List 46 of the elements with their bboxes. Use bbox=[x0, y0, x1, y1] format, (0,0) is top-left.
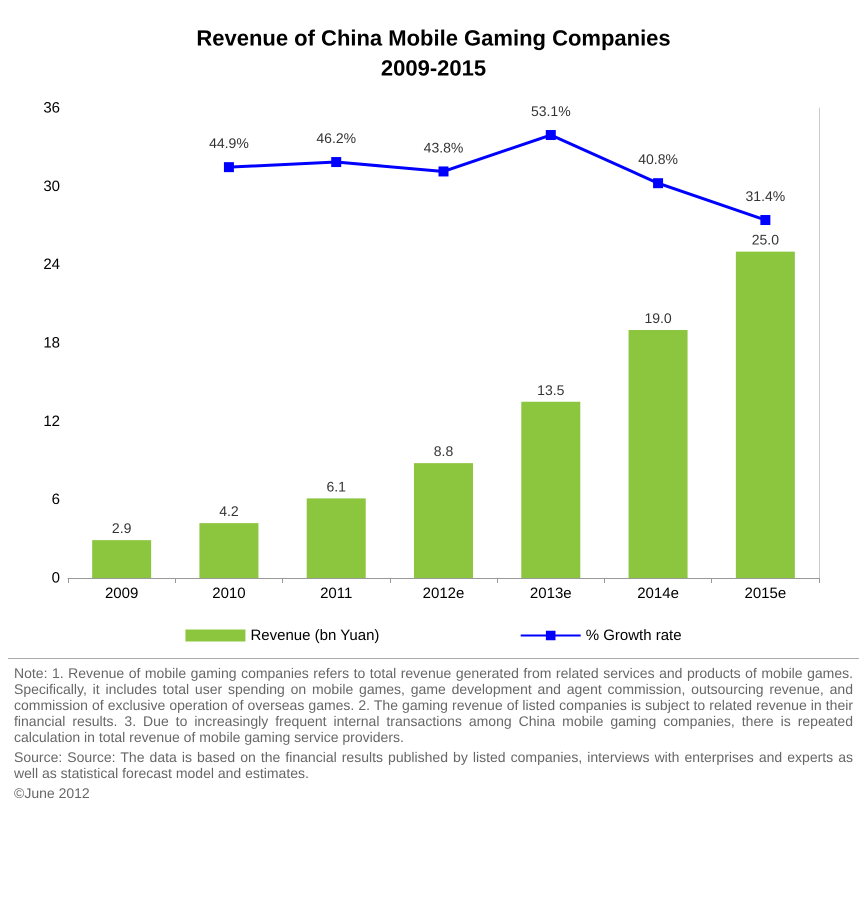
y-tick-label: 24 bbox=[43, 256, 60, 274]
bar bbox=[628, 330, 688, 578]
point bbox=[224, 162, 234, 172]
y-tick-label: 12 bbox=[43, 412, 60, 430]
x-tick-label: 2012e bbox=[422, 585, 464, 602]
bar bbox=[306, 498, 366, 578]
legend-label: Revenue (bn Yuan) bbox=[250, 627, 380, 644]
point bbox=[653, 178, 664, 188]
point bbox=[331, 157, 342, 168]
data-label: 4.2 bbox=[219, 503, 239, 520]
x-tick-label: 2011 bbox=[320, 585, 352, 602]
data-label: 6.1 bbox=[326, 478, 346, 494]
text: ©June 2012 bbox=[14, 785, 91, 801]
y-tick-label: 6 bbox=[52, 491, 60, 508]
data-label: 8.8 bbox=[434, 443, 454, 460]
bar bbox=[736, 252, 795, 578]
y-tick-label: 30 bbox=[43, 178, 60, 195]
data-label: 53.1% bbox=[530, 103, 571, 120]
x-tick-label: 2013e bbox=[530, 585, 572, 602]
point bbox=[546, 130, 556, 140]
data-label: 25.0 bbox=[752, 232, 780, 248]
data-label: 31.4% bbox=[746, 188, 786, 204]
point bbox=[438, 166, 448, 176]
data-label: 46.2% bbox=[316, 130, 356, 146]
bar bbox=[92, 540, 152, 578]
y-tick-label: 18 bbox=[43, 334, 60, 352]
data-label: 44.9% bbox=[209, 135, 249, 152]
bar bbox=[414, 463, 474, 578]
x-tick-label: 2014e bbox=[637, 585, 679, 602]
x-tick-label: 2009 bbox=[104, 585, 138, 602]
bar bbox=[199, 523, 258, 578]
legend-label: % Growth rate bbox=[586, 627, 682, 644]
x-tick-label: 2010 bbox=[212, 585, 246, 602]
source-note: Source: Source: The data is based on the financial results published by listed companies, interviews with enterprises and experts as well as statistical forecast model and estimates. bbox=[14, 749, 853, 781]
y-tick-label: 36 bbox=[43, 100, 60, 116]
chart-title: Revenue of China Mobile Gaming Companies 2009-2015 bbox=[196, 26, 671, 80]
x-tick-label: 2015e bbox=[744, 585, 786, 602]
y-tick-label: 0 bbox=[52, 570, 60, 586]
data-label: 2.9 bbox=[112, 520, 132, 536]
bar bbox=[521, 402, 580, 578]
data-label: 13.5 bbox=[537, 382, 565, 398]
data-label: 19.0 bbox=[644, 310, 672, 326]
point bbox=[760, 215, 770, 226]
data-label: 40.8% bbox=[638, 151, 678, 168]
data-label: 43.8% bbox=[424, 139, 464, 156]
text: Note: 1. Revenue of mobile gaming companies refers to total revenue generated from related services and products of mobile games. Specifically, it includes total user spending on mobile games, game development and agent commission, outsourcing revenue, and commission of exclusive operation of overseas games. 2. The gaming revenue of listed companies is subject to related revenue in their financial results. 3. Due to increasingly frequent internal transactions among China mobile gaming companies, there is repeated calculation in total revenue of mobile gaming service providers. bbox=[14, 665, 853, 745]
